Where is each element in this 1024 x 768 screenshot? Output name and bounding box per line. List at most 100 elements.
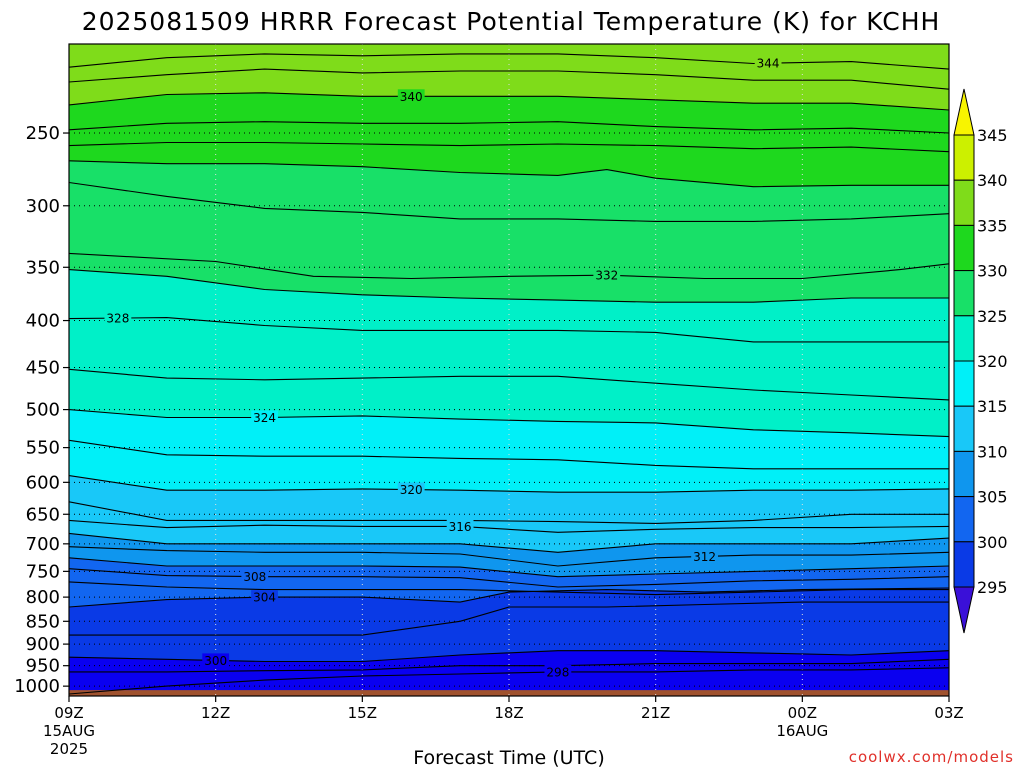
contour-label: 320 — [400, 483, 423, 497]
y-tick-label: 650 — [26, 504, 60, 525]
isentrope-310 — [69, 557, 949, 578]
x-tick-label: 03Z — [934, 704, 963, 722]
isentrope-335 — [69, 160, 949, 188]
contour-label-bg — [446, 519, 474, 534]
contour-label: 316 — [449, 520, 472, 534]
colorbar-arrow-bottom — [953, 586, 975, 634]
isentrope-342 — [69, 68, 949, 90]
colorbar-box — [953, 270, 975, 317]
y-tick-label: 750 — [26, 561, 60, 582]
colorbar-arrow-top — [953, 88, 975, 136]
isentrope-314 — [69, 532, 949, 553]
credit-text: coolwx.com/models — [849, 748, 1014, 766]
fill-band — [69, 581, 949, 607]
y-tick-label: 950 — [26, 656, 60, 677]
fill-band — [69, 588, 949, 636]
fill-band — [69, 568, 949, 595]
y-tick-label: 450 — [26, 358, 60, 379]
contour-label: 300 — [204, 654, 227, 668]
terrain-strip — [69, 690, 949, 696]
fill-band — [69, 650, 949, 672]
isentrope-330 — [69, 269, 949, 303]
isentrope-336 — [69, 141, 949, 153]
colorbar-box — [953, 224, 975, 272]
contour-label: 312 — [693, 550, 716, 564]
y-tick-label: 350 — [26, 257, 60, 278]
colorbar-box — [953, 179, 975, 226]
x-tick-label: 18Z — [494, 704, 523, 722]
contour-label: 298 — [546, 665, 569, 679]
fill-band — [69, 602, 949, 662]
isentrope-308 — [69, 568, 949, 588]
colorbar-label: 310 — [977, 442, 1008, 461]
isentrope-324 — [69, 409, 949, 438]
y-tick-label: 900 — [26, 634, 60, 655]
y-tick-label: 500 — [26, 400, 60, 421]
contour-label-bg — [593, 268, 621, 283]
colorbar-box — [953, 315, 975, 362]
y-tick-label: 600 — [26, 472, 60, 493]
colorbar-label: 325 — [977, 307, 1008, 326]
contour-label-bg — [397, 482, 425, 497]
colorbar-box — [953, 405, 975, 452]
contour-label-bg — [251, 590, 278, 605]
colorbar-label: 330 — [977, 262, 1008, 281]
contour-label-bg — [104, 311, 132, 326]
isentrope-298 — [69, 667, 949, 695]
isentrope-299 — [69, 658, 949, 673]
colorbar-box — [953, 541, 975, 588]
contour-label: 332 — [595, 269, 618, 283]
colorbar-label: 340 — [977, 171, 1008, 190]
colorbar-label: 315 — [977, 397, 1008, 416]
colorbar-box — [953, 134, 975, 181]
isentrope-318 — [69, 501, 949, 524]
y-tick-label: 800 — [26, 587, 60, 608]
fill-band — [69, 182, 949, 279]
contour-label-bg — [754, 56, 782, 71]
x-tick-label: 12Z — [201, 704, 230, 722]
colorbar-box — [953, 360, 975, 407]
fill-band — [69, 253, 949, 303]
contour-label: 324 — [253, 411, 276, 425]
fill-band — [69, 546, 949, 577]
contour-label: 340 — [400, 90, 423, 104]
fill-band — [69, 53, 949, 90]
x-tick-label: 21Z — [641, 704, 670, 722]
x-tick-year: 2025 — [50, 740, 88, 758]
contour-label-bg — [251, 410, 278, 425]
contour-label-bg — [397, 89, 425, 104]
isentrope-340 — [69, 92, 949, 111]
y-tick-label: 300 — [26, 196, 60, 217]
x-tick-date: 15AUG — [43, 722, 95, 740]
isentrope-316 — [69, 519, 949, 533]
isentrope-322 — [69, 439, 949, 470]
y-tick-label: 400 — [26, 311, 60, 332]
contour-label-bg — [544, 664, 572, 679]
fill-band — [69, 369, 949, 437]
isentrope-332 — [69, 252, 949, 280]
isentrope-306 — [69, 581, 949, 596]
isentrope-338 — [69, 121, 949, 134]
fill-band — [69, 659, 949, 694]
isentrope-326 — [69, 368, 949, 401]
x-tick-label: 00Z — [788, 704, 817, 722]
isentrope-344 — [69, 53, 949, 70]
colorbar-label: 320 — [977, 352, 1008, 371]
colorbar-box — [953, 450, 975, 498]
fill-band — [69, 269, 949, 342]
isentrope-320 — [69, 475, 949, 493]
x-tick-label: 15Z — [348, 704, 377, 722]
contour-label: 344 — [757, 57, 780, 71]
isentrope-312 — [69, 546, 949, 567]
y-tick-label: 850 — [26, 611, 60, 632]
isentrope-302 — [69, 601, 949, 636]
y-tick-label: 250 — [26, 123, 60, 144]
x-tick-date: 16AUG — [776, 722, 828, 740]
fill-band — [69, 501, 949, 533]
contour-label: 308 — [243, 570, 266, 584]
fill-band — [69, 440, 949, 493]
colorbar-label: 335 — [977, 216, 1008, 235]
fill-band — [69, 667, 949, 696]
contour-label: 304 — [253, 591, 276, 605]
